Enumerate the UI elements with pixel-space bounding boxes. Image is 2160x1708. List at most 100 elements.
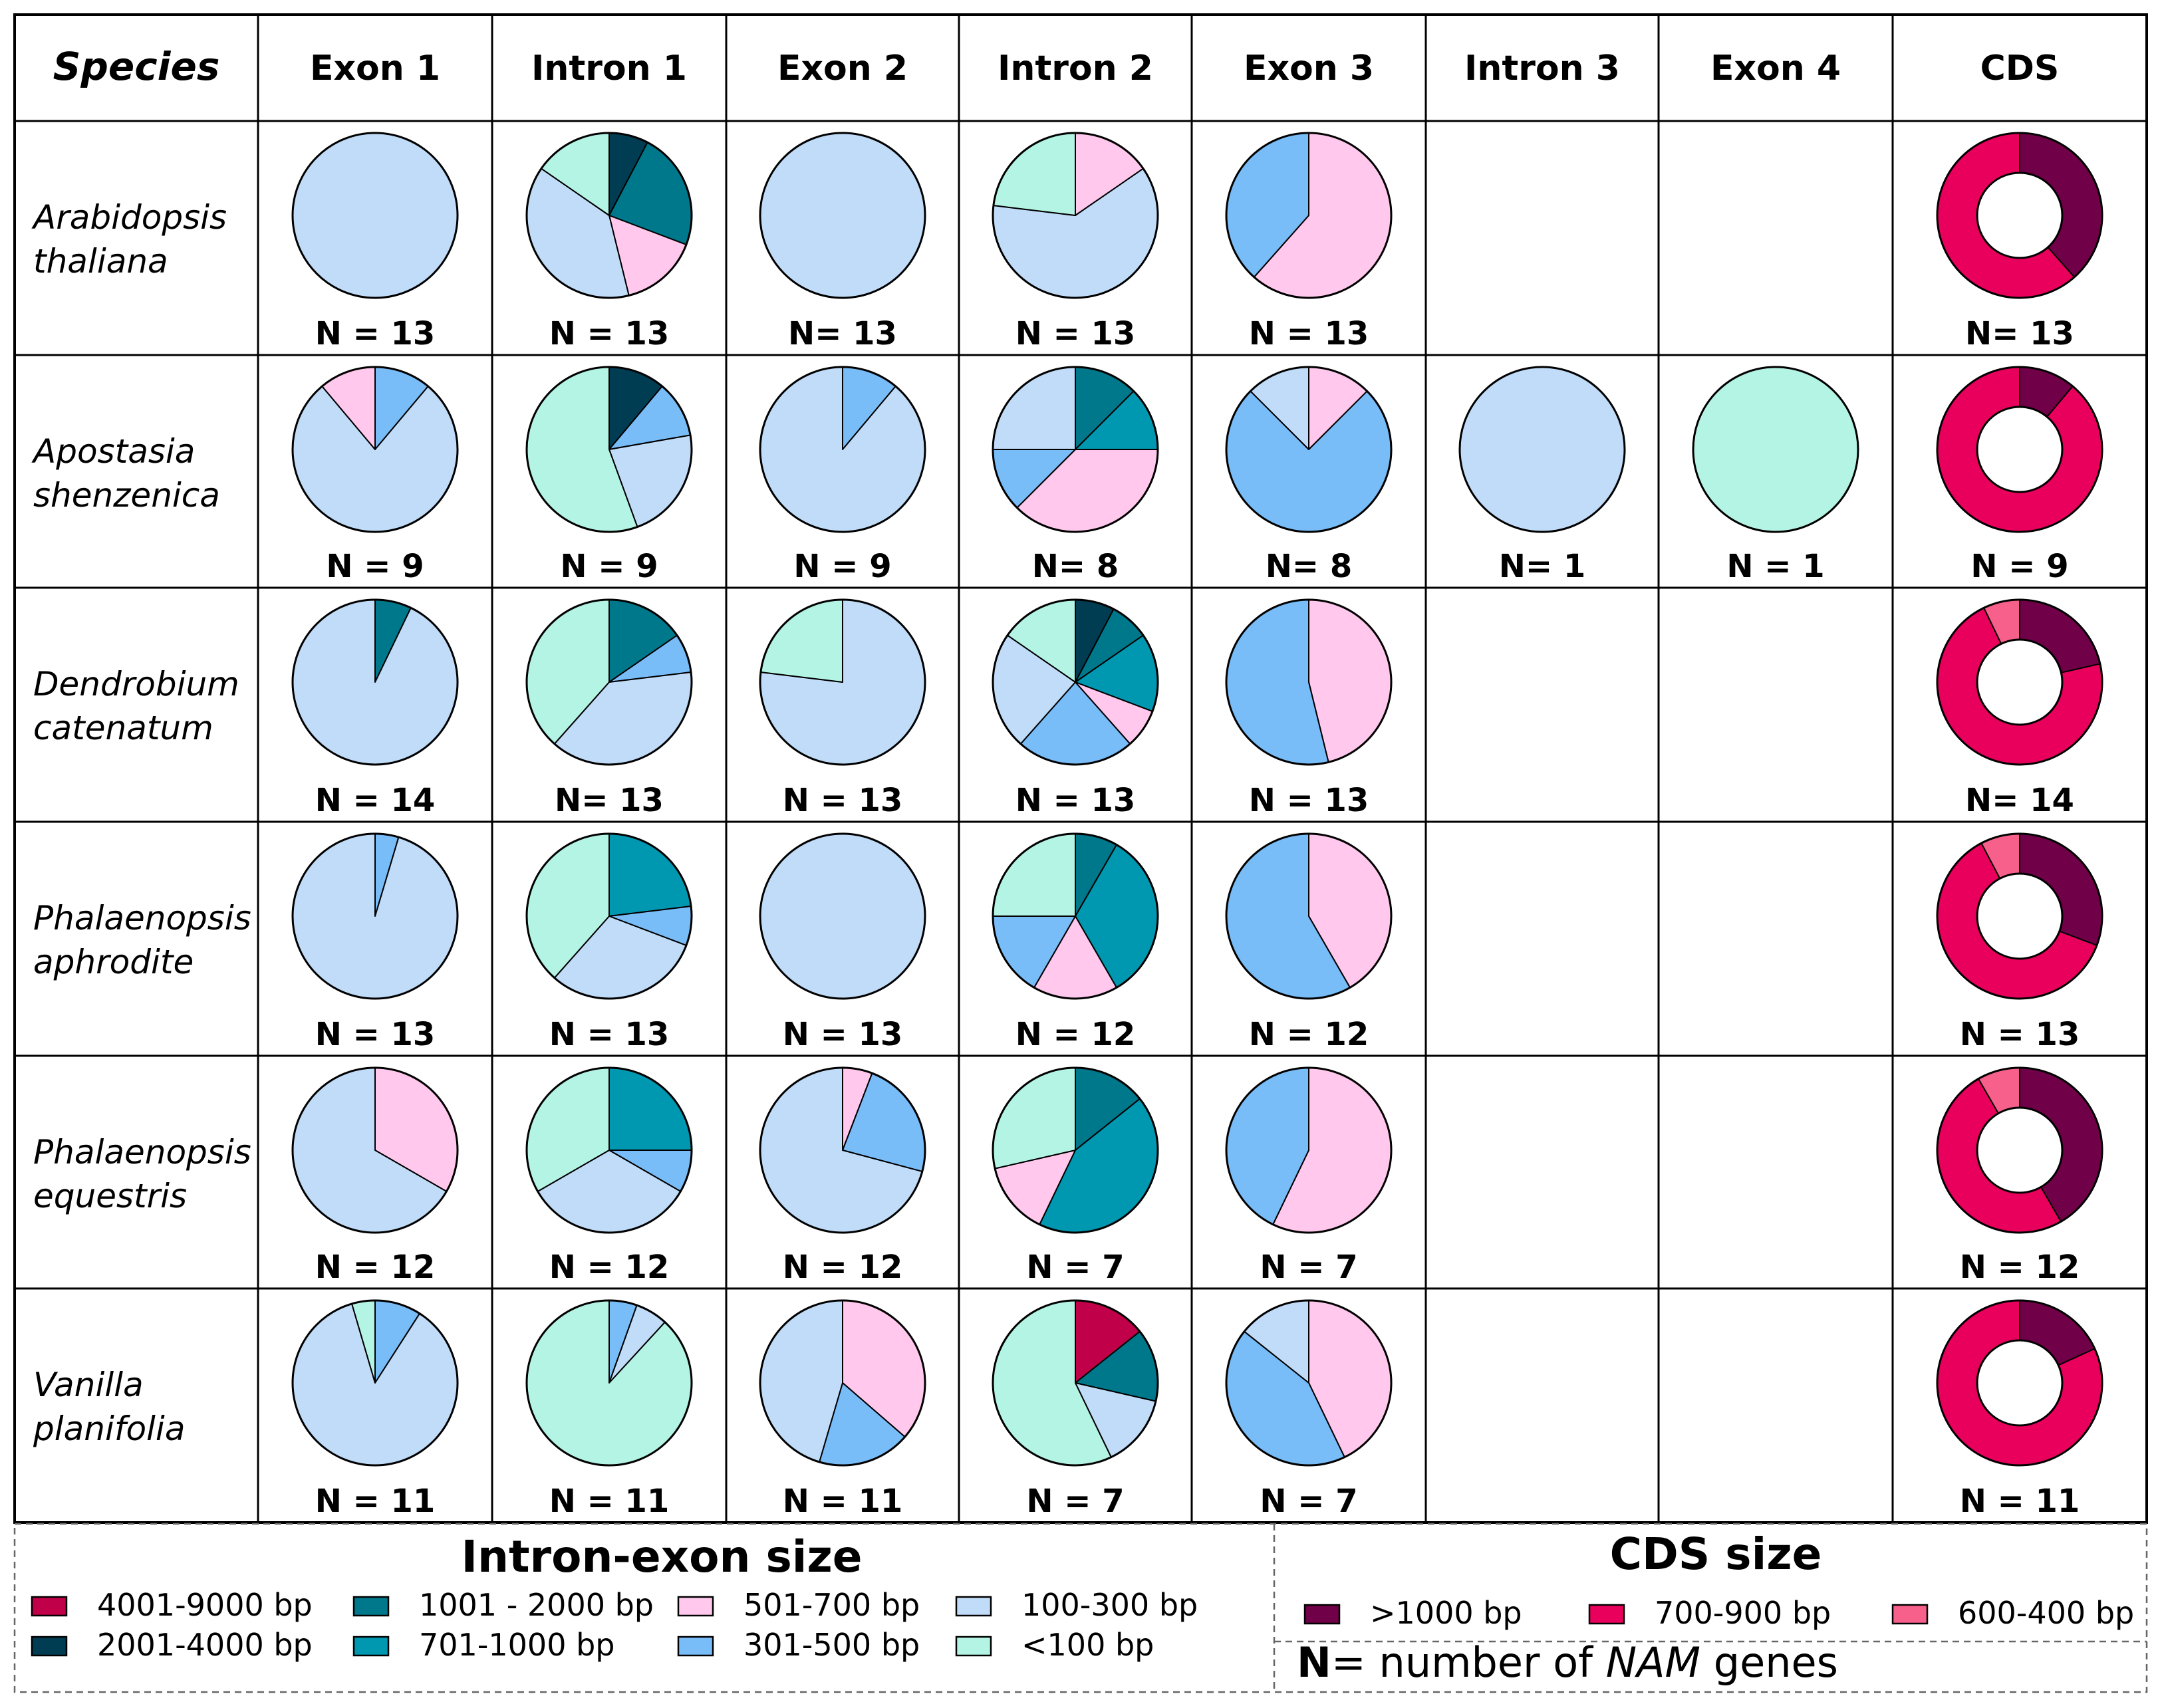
gene-count-label: N = 11 [1960,1483,2080,1520]
pie-outline [291,1299,459,1467]
legend-label: 700-900 bp [1655,1595,1831,1631]
legend-label: 4001-9000 bp [97,1587,313,1623]
pie-chart: N = 13 [525,132,693,352]
gene-count-label: N = 13 [783,782,903,819]
cds-donut: N= 13 [1936,132,2103,352]
gene-count-label: N = 12 [1960,1249,2080,1286]
gene-count-label: N = 11 [549,1483,670,1520]
pie-outline [1225,1299,1393,1467]
header-species: Species [53,44,220,89]
pie-outline [1936,1299,2103,1467]
table-rows: Arabidopsis thaliana N = 13 N = 13 N= 13 N = … [31,132,2103,1520]
pie-chart: N= 13 [525,598,693,819]
legend-item: 1001 - 2000 bp [352,1587,654,1623]
gene-count-label: N = 9 [326,548,424,585]
gene-count-label: N = 13 [1249,782,1369,819]
pie-chart: N = 13 [759,598,926,819]
species-name-line: equestris [33,1177,187,1215]
pie-chart: N = 13 [291,132,459,352]
pie-slice-100-300 [1458,366,1626,533]
pie-slice-<100 [759,599,843,683]
pie-outline [525,1299,693,1467]
gene-count-label: N = 9 [1970,548,2068,585]
pie-outline [992,132,1159,299]
species-name-line: thaliana [33,242,168,281]
legend-label: 2001-4000 bp [97,1627,313,1663]
pie-outline [1936,1066,2103,1234]
legend-swatch [31,1596,68,1617]
legend-item: 701-1000 bp [352,1627,615,1663]
header-intron-2: Intron 2 [998,49,1153,88]
gene-count-label: N= 8 [1032,548,1119,585]
pie-chart: N = 12 [1225,832,1393,1053]
n-note-text-end: genes [1700,1638,1838,1687]
pie-slice-100-300 [759,132,926,299]
pie-chart: N = 12 [525,1066,693,1286]
gene-count-label: N = 13 [1015,315,1136,352]
gene-count-label: N = 7 [1026,1483,1124,1520]
species-name-line: shenzenica [33,476,220,515]
donut-hole [1976,1106,2064,1194]
pie-outline [1225,1066,1393,1234]
pie-chart: N = 12 [992,832,1159,1053]
pie-chart: N = 12 [291,1066,459,1286]
gene-count-label: N = 13 [1960,1016,2080,1053]
legend-swatch [352,1596,390,1617]
legend-label: 600-400 bp [1958,1595,2134,1631]
pie-chart: N = 7 [992,1066,1159,1286]
gene-count-label: N = 11 [783,1483,903,1520]
gene-count-label: N = 13 [1015,782,1136,819]
legend: Intron-exon size CDS size 4001-9000 bp 2001… [31,1528,2134,1687]
table-border [13,13,2148,1524]
pie-outline [759,598,926,766]
legend-swatch [352,1636,390,1657]
gene-count-label: N = 7 [1026,1249,1124,1286]
pie-chart: N = 13 [992,132,1159,352]
gene-count-label: N = 13 [315,1016,436,1053]
legend-swatch [31,1636,68,1657]
pie-slice-<100 [992,1067,1076,1169]
legend-label: <100 bp [1021,1627,1154,1663]
legend-swatch [1891,1604,1929,1625]
gene-count-label: N= 14 [1965,782,2074,819]
gene-count-label: N = 13 [549,1016,670,1053]
table-grid [13,13,2148,1693]
pie-chart: N = 12 [759,1066,926,1286]
pie-outline [525,598,693,766]
pie-chart: N= 8 [992,366,1159,585]
pie-outline [1225,366,1393,533]
gene-count-label: N= 13 [788,315,897,352]
n-note-text: = number of [1331,1638,1606,1687]
species-name-line: Arabidopsis [31,198,227,237]
species-name-line: Phalaenopsis [33,1133,251,1171]
pie-chart: N= 8 [1225,366,1393,585]
gene-count-label: N = 1 [1726,548,1824,585]
species-name-line: Apostasia [31,432,195,471]
pie-chart: N = 13 [992,598,1159,819]
donut-hole [1976,1339,2064,1427]
donut-hole [1976,872,2064,960]
gene-count-label: N= 8 [1266,548,1353,585]
gene-count-label: N= 13 [555,782,664,819]
legend-item: <100 bp [955,1627,1154,1663]
pie-outline [759,1299,926,1467]
species-name-line: planifolia [33,1409,185,1448]
gene-count-label: N = 13 [1249,315,1369,352]
pie-outline [1225,132,1393,299]
pie-chart: N = 9 [291,366,459,585]
pie-outline [291,832,459,1000]
header-exon-2: Exon 2 [777,49,908,88]
pie-slice-<100 [992,833,1076,917]
cds-donut: N = 9 [1936,366,2103,585]
header-exon-4: Exon 4 [1710,49,1841,88]
gene-count-label: N = 7 [1260,1249,1357,1286]
n-definition-note: N= number of NAM genes [1297,1638,1838,1687]
species-row: Phalaenopsis aphrodite N = 13 N = 13 N = 13 N… [33,832,2103,1053]
gene-count-label: N = 12 [549,1249,670,1286]
pie-outline [1936,832,2103,1000]
gene-count-label: N = 12 [783,1249,903,1286]
legend-item: 100-300 bp [955,1587,1198,1623]
gene-count-label: N= 1 [1499,548,1586,585]
pie-outline [1225,832,1393,1000]
pie-outline [1936,366,2103,533]
